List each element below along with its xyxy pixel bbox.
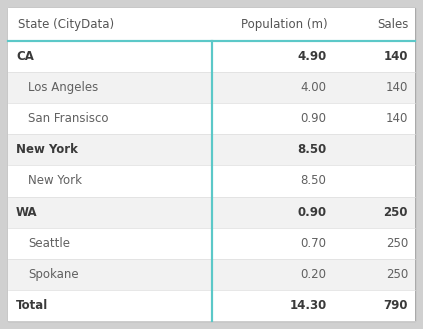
Text: 4.00: 4.00 [301, 81, 327, 94]
Bar [8, 103, 415, 134]
Bar [8, 259, 415, 290]
Bar [8, 8, 415, 41]
Text: 250: 250 [386, 237, 408, 250]
Text: 140: 140 [386, 112, 408, 125]
Text: 790: 790 [384, 299, 408, 312]
Bar [8, 134, 415, 165]
Bar [8, 72, 415, 103]
Text: 0.90: 0.90 [301, 112, 327, 125]
Text: Total: Total [16, 299, 48, 312]
Text: 14.30: 14.30 [289, 299, 327, 312]
Text: 0.20: 0.20 [301, 268, 327, 281]
Bar [8, 228, 415, 259]
Text: 250: 250 [386, 268, 408, 281]
Text: 0.90: 0.90 [297, 206, 327, 218]
Text: Spokane: Spokane [28, 268, 79, 281]
Text: CA: CA [16, 50, 34, 63]
Text: 4.90: 4.90 [297, 50, 327, 63]
Bar [8, 290, 415, 321]
Bar [8, 165, 415, 196]
Text: Los Angeles: Los Angeles [28, 81, 98, 94]
Text: 140: 140 [386, 81, 408, 94]
Text: Population (m): Population (m) [241, 18, 327, 31]
Text: 250: 250 [384, 206, 408, 218]
Text: 8.50: 8.50 [297, 143, 327, 156]
Text: Sales: Sales [378, 18, 409, 31]
Text: 0.70: 0.70 [301, 237, 327, 250]
Text: San Fransisco: San Fransisco [28, 112, 109, 125]
Text: 140: 140 [384, 50, 408, 63]
Bar [8, 41, 415, 72]
Text: New York: New York [16, 143, 78, 156]
Bar [8, 196, 415, 228]
Text: WA: WA [16, 206, 38, 218]
Text: Seattle: Seattle [28, 237, 70, 250]
Text: New York: New York [28, 174, 82, 188]
Text: State (CityData): State (CityData) [18, 18, 114, 31]
Text: 8.50: 8.50 [301, 174, 327, 188]
